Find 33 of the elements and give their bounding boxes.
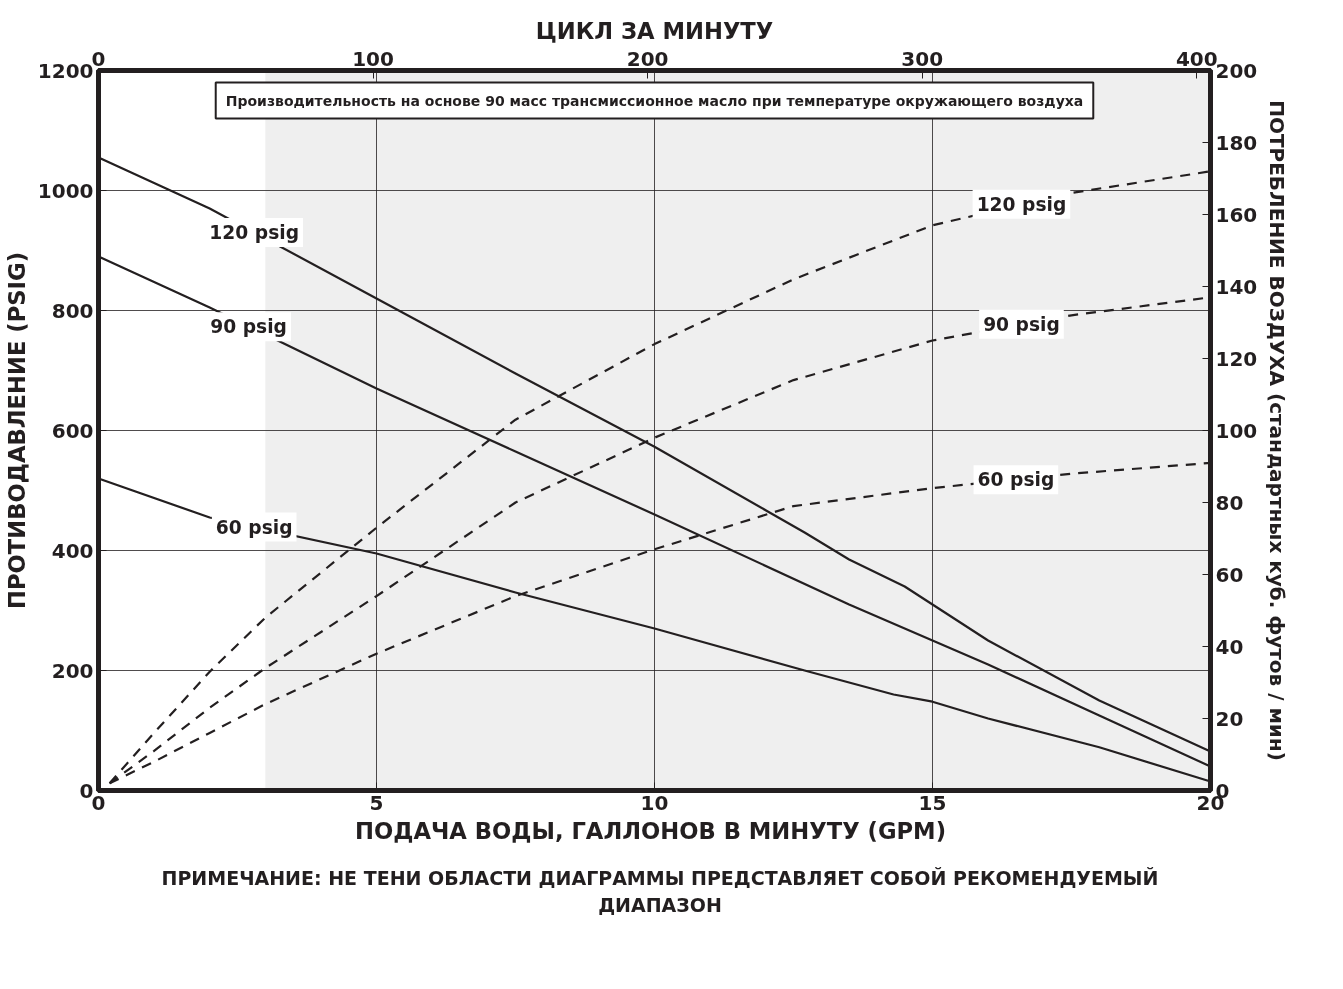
y-tick-label: 600 [51, 418, 94, 443]
x-tick-label: 15 [918, 790, 947, 815]
y2-tick-label: 100 [1215, 418, 1258, 443]
text: ПРИМЕЧАНИЕ: НЕ ТЕНИ ОБЛАСТИ ДИАГРАММЫ ПРЕДСТАВЛЯЕТ СОБОЙ РЕКОМЕНДУЕМЫЙ ДИАПАЗОН [160, 866, 1160, 919]
y2-tick-label: 80 [1215, 490, 1244, 515]
y2-tick-label: 40 [1215, 634, 1244, 659]
y2-axis-title: ПОТРЕБЛЕНИЕ ВОЗДУХА (стандартных куб. футов / мин) [1265, 100, 1290, 761]
annotation: Производительность на основе 90 масс трансмиссионное масло при температуре окружающего воздуха [225, 92, 1084, 109]
annotation: 90 psig [983, 313, 1060, 335]
x2-tick-label: 300 [901, 46, 944, 71]
x-tick-label: 5 [369, 790, 384, 815]
x2-tick-label: 100 [352, 46, 394, 71]
annotation: 60 psig [215, 516, 293, 538]
y2-tick-label: 180 [1215, 130, 1258, 155]
x-axis-title: ПОДАЧА ВОДЫ, ГАЛЛОНОВ В МИНУТУ (GPM) [355, 817, 947, 844]
annotation: 90 psig [210, 316, 287, 338]
y2-tick-label: 60 [1215, 562, 1244, 587]
annotation: 60 psig [977, 469, 1055, 491]
x-tick-label: 10 [640, 790, 669, 815]
y-tick-label: 800 [51, 298, 94, 323]
y2-tick-label: 140 [1215, 274, 1258, 299]
y2-tick-label: 120 [1215, 346, 1258, 371]
y-axis-title: ПРОТИВОДАВЛЕНИЕ (PSIG) [3, 252, 30, 609]
annotation: 120 psig [209, 222, 300, 243]
y-tick-label: 1000 [37, 178, 94, 203]
x2-tick-label: 400 [1175, 46, 1218, 71]
y2-tick-label: 20 [1215, 706, 1244, 731]
annotation: 120 psig [976, 193, 1067, 215]
x2-axis-title: ЦИКЛ ЗА МИНУТУ [535, 17, 774, 44]
y-tick-label: 400 [51, 538, 94, 563]
x2-tick-label: 200 [626, 46, 669, 71]
y2-tick-label: 160 [1215, 202, 1258, 227]
y-tick-label: 200 [51, 658, 94, 683]
